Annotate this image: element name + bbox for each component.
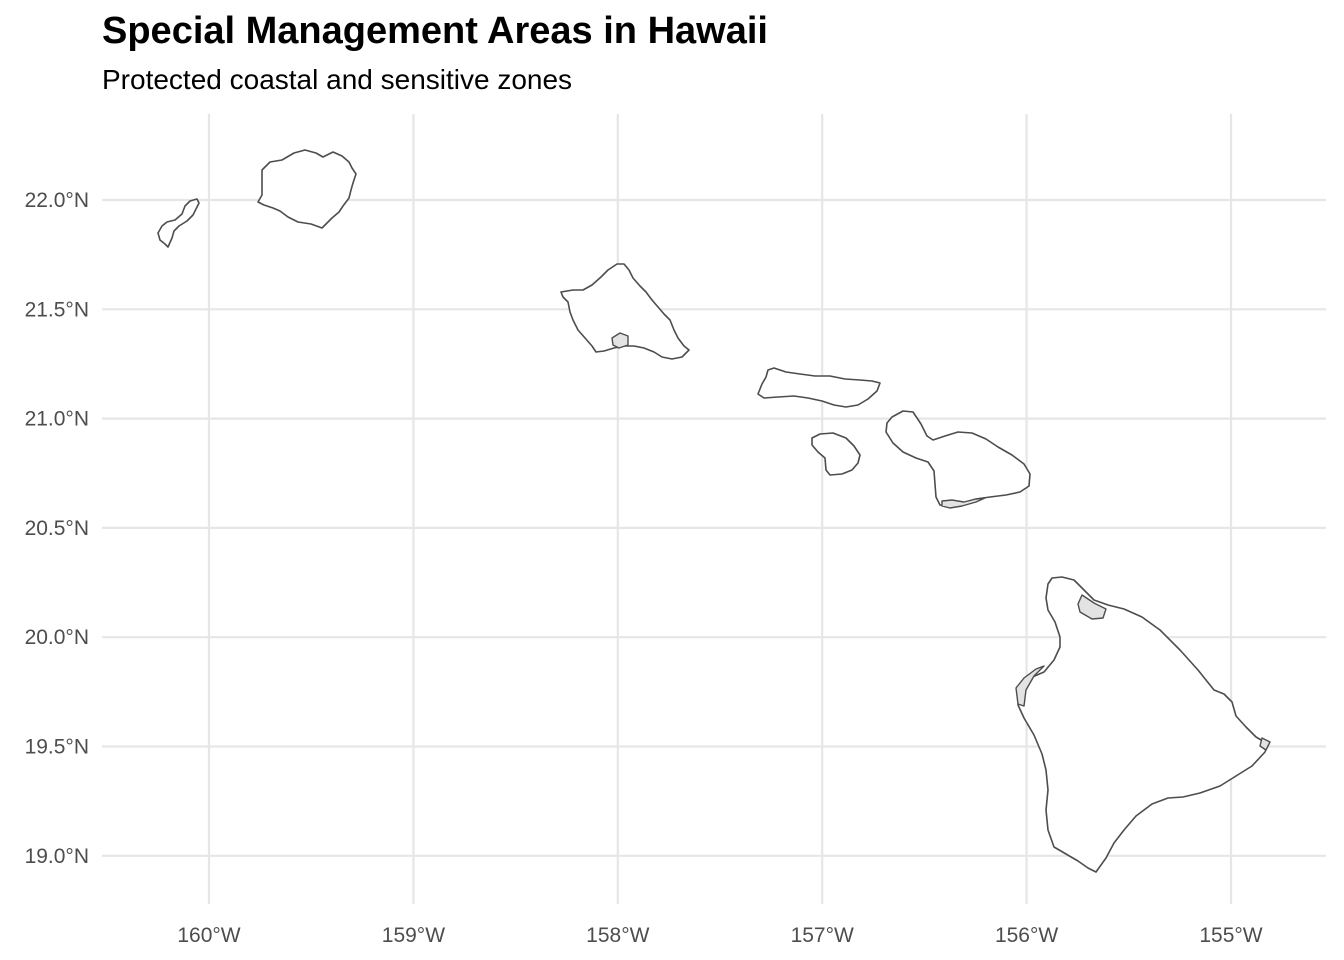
y-tick-label: 21.5°N	[25, 298, 89, 321]
sma-hawaii-north-kohala	[1077, 594, 1107, 620]
sma-oahu-pearl-harbor	[611, 332, 629, 349]
y-tick-label: 22.0°N	[25, 189, 89, 212]
island-maui	[885, 410, 1031, 508]
y-tick-label: 19.0°N	[25, 845, 89, 868]
x-tick-label: 155°W	[1199, 924, 1262, 947]
island-oahu	[560, 263, 690, 360]
map-title: Special Management Areas in Hawaii	[102, 10, 768, 52]
sma-hawaii-east-point	[1259, 737, 1271, 751]
x-tick-label: 159°W	[382, 924, 445, 947]
island-molokai	[757, 367, 881, 408]
sma-maui-south-coast	[941, 497, 986, 509]
y-tick-label: 20.0°N	[25, 626, 89, 649]
y-tick-label: 21.0°N	[25, 408, 89, 431]
island-niihau	[157, 198, 200, 248]
graticule	[102, 114, 1326, 904]
x-tick-label: 157°W	[791, 924, 854, 947]
x-tick-label: 158°W	[586, 924, 649, 947]
x-tick-label: 156°W	[995, 924, 1058, 947]
sma-hawaii-kona-coast	[1015, 665, 1045, 707]
islands	[157, 149, 1271, 873]
axis-tick-labels: 160°W 159°W 158°W 157°W 156°W 155°W 22.0°N 21.5…	[25, 189, 1263, 947]
island-kauai	[257, 149, 357, 229]
map-subtitle: Protected coastal and sensitive zones	[102, 64, 573, 95]
island-lanai	[811, 432, 861, 476]
y-tick-label: 20.5°N	[25, 517, 89, 540]
y-tick-label: 19.5°N	[25, 736, 89, 759]
x-tick-label: 160°W	[177, 924, 240, 947]
